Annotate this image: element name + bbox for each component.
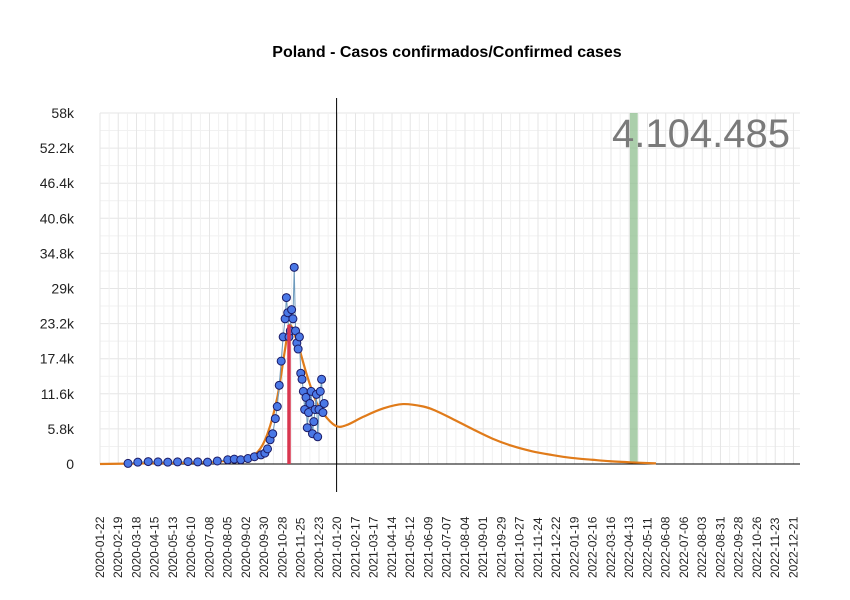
x-tick-label: 2021-01-20: [330, 516, 344, 578]
data-point: [313, 432, 323, 442]
data-point: [302, 423, 312, 433]
data-point: [272, 402, 282, 412]
axes: [100, 98, 800, 492]
x-tick-label: 2022-07-06: [677, 516, 691, 578]
y-tick-label: 17.4k: [40, 351, 75, 367]
x-tick-label: 2022-09-28: [732, 516, 746, 578]
data-point: [305, 398, 315, 408]
x-tick-label: 2021-12-22: [549, 516, 563, 578]
x-tick-label: 2022-08-31: [713, 516, 727, 578]
data-point: [183, 457, 193, 467]
x-tick-label: 2020-01-22: [93, 516, 107, 578]
data-point: [274, 380, 284, 390]
y-tick-label: 29k: [51, 281, 75, 297]
data-point: [173, 457, 183, 467]
y-tick-label: 23.2k: [40, 316, 75, 332]
data-point: [133, 457, 143, 467]
data-point: [293, 344, 303, 354]
points-connector: [127, 267, 325, 464]
total-cases-label: 4.104.485: [612, 112, 790, 156]
x-tick-label: 2020-05-13: [166, 516, 180, 578]
x-tick-label: 2021-08-04: [458, 516, 472, 578]
x-tick-label: 2021-03-17: [367, 516, 381, 578]
x-tick-label: 2022-05-11: [640, 517, 654, 578]
x-tick-label: 2020-07-08: [202, 516, 216, 578]
x-tick-label: 2022-01-19: [567, 516, 581, 578]
trend-path: [99, 323, 657, 466]
x-tick-label: 2022-11-23: [768, 517, 782, 578]
data-point: [318, 408, 328, 418]
x-tick-label: 2022-02-16: [586, 516, 600, 578]
x-tick-label: 2020-09-30: [257, 516, 271, 578]
data-point: [287, 305, 297, 315]
x-tick-label: 2022-06-08: [659, 516, 673, 578]
data-point: [289, 262, 299, 272]
x-tick-label: 2022-04-13: [622, 516, 636, 578]
x-tick-label: 2021-09-01: [476, 516, 490, 578]
x-tick-label: 2020-09-02: [239, 516, 253, 578]
x-tick-label: 2020-02-19: [111, 516, 125, 578]
x-tick-label: 2021-04-14: [385, 516, 399, 578]
data-point: [143, 457, 153, 467]
data-point: [123, 458, 133, 468]
data-point: [317, 374, 327, 384]
data-point: [236, 455, 246, 465]
data-point: [270, 414, 280, 424]
x-tick-label: 2021-09-29: [494, 516, 508, 578]
data-point: [315, 386, 325, 396]
highlight-band-rect: [629, 113, 638, 464]
y-tick-label: 58k: [51, 105, 75, 121]
y-tick-label: 52.2k: [40, 140, 75, 156]
data-point: [281, 293, 291, 303]
data-point: [153, 457, 163, 467]
y-tick-label: 0: [66, 456, 74, 472]
y-tick-label: 11.6k: [41, 386, 75, 402]
data-point: [193, 457, 203, 467]
y-tick-label: 46.4k: [40, 175, 75, 191]
data-point: [212, 456, 222, 466]
x-tick-label: 2020-04-15: [148, 516, 162, 578]
data-point: [309, 417, 319, 427]
gridlines: [99, 112, 800, 465]
x-tick-label: 2020-10-28: [275, 516, 289, 578]
x-tick-label: 2020-12-23: [312, 516, 326, 578]
x-tick-label: 2021-11-24: [531, 517, 545, 578]
x-tick-label: 2022-10-26: [750, 516, 764, 578]
x-tick-label: 2020-11-25: [294, 517, 308, 578]
data-point: [319, 398, 329, 408]
x-tick-label: 2020-06-10: [184, 516, 198, 578]
x-tick-label: 2021-07-07: [440, 516, 454, 578]
x-tick-label: 2020-03-18: [129, 516, 143, 578]
data-point: [288, 314, 298, 324]
highlight-band: [629, 113, 638, 464]
x-tick-label: 2021-06-09: [421, 516, 435, 578]
chart-title: Poland - Casos confirmados/Confirmed cas…: [272, 44, 622, 61]
trend-line: [99, 323, 657, 466]
y-tick-label: 40.6k: [40, 210, 75, 226]
x-tick-label: 2020-08-05: [221, 516, 235, 578]
y-tick-label: 5.8k: [48, 421, 75, 437]
x-tick-label: 2022-08-03: [695, 516, 709, 578]
x-tick-label: 2022-03-16: [604, 516, 618, 578]
x-tick-label: 2021-10-27: [513, 516, 527, 578]
x-axis-ticks: 2020-01-22 2020-02-19 2020-03-18 2020-04-15…: [93, 516, 800, 578]
data-point: [297, 374, 307, 384]
y-axis-ticks: 0 5.8k 11.6k 17.4k 23.2k 29k 34.8k 40.6k 46.4k 52…: [40, 105, 75, 472]
data-point: [268, 429, 278, 439]
x-tick-label: 2021-02-17: [348, 516, 362, 578]
x-tick-label: 2022-12-21: [786, 516, 800, 578]
data-point: [294, 332, 304, 342]
data-point: [203, 457, 213, 467]
y-tick-label: 34.8k: [40, 245, 75, 261]
x-tick-label: 2021-05-12: [403, 516, 417, 578]
data-point: [263, 444, 273, 454]
data-points: [123, 262, 329, 468]
data-point: [276, 356, 286, 366]
data-point: [163, 457, 173, 467]
